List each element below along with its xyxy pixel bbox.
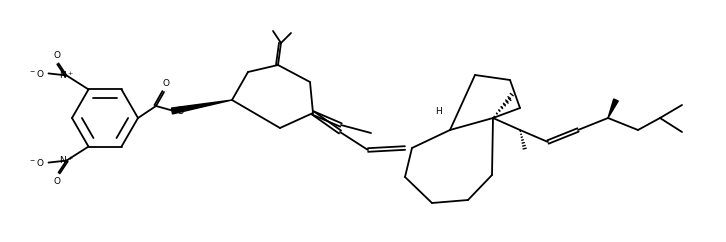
Text: $^-$O: $^-$O — [28, 157, 45, 168]
Text: O: O — [163, 80, 169, 89]
Polygon shape — [171, 100, 232, 114]
Text: O: O — [176, 106, 184, 116]
Text: $^-$O: $^-$O — [28, 68, 45, 79]
Text: N$^+$: N$^+$ — [60, 69, 74, 81]
Text: O: O — [54, 51, 61, 60]
Text: O: O — [54, 177, 61, 186]
Polygon shape — [608, 99, 619, 118]
Text: N$^+$: N$^+$ — [60, 155, 74, 166]
Text: H: H — [435, 107, 441, 116]
